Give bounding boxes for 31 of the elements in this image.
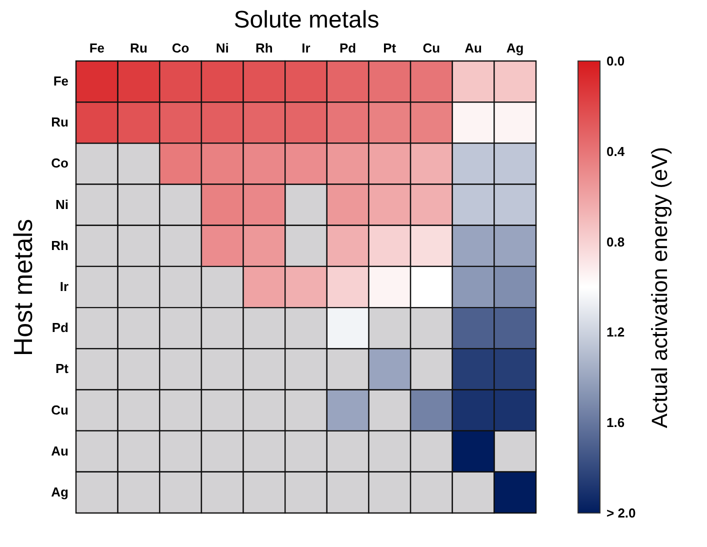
color-bar-label: 0.8 (606, 234, 625, 250)
y-tick-label: Rh (51, 238, 69, 253)
y-tick-label: Pd (52, 320, 69, 336)
y-axis-title: Host metals (8, 218, 38, 356)
x-tick-label: Ag (506, 40, 524, 56)
color-bar-label: 1.2 (606, 324, 625, 340)
color-bar-label: 1.6 (606, 415, 625, 430)
y-tick-label: Pt (56, 361, 70, 376)
x-tick-label: Cu (422, 40, 440, 56)
y-tick-label: Au (51, 443, 69, 458)
y-tick-label: Ir (60, 279, 68, 294)
y-tick-label: Fe (53, 74, 68, 89)
x-tick-label: Ir (302, 40, 310, 56)
x-tick-label: Co (172, 40, 190, 56)
y-tick-label: Co (51, 156, 69, 171)
x-tick-label: Pt (383, 40, 397, 56)
x-tick-label: Pd (340, 40, 356, 56)
y-tick-label: Ni (56, 196, 68, 212)
y-tick-label: Ru (51, 114, 69, 130)
x-tick-label: Au (464, 40, 482, 56)
color-bar-label: > 2.0 (606, 506, 636, 520)
x-tick-label: Ni (216, 40, 229, 56)
y-tick-label: Cu (51, 402, 69, 418)
color-bar-label: 0.0 (606, 54, 625, 68)
color-bar-label: 0.4 (606, 144, 626, 159)
x-tick-label: Ru (130, 40, 148, 56)
y-tick-label: Ag (51, 484, 69, 500)
x-axis-title: Solute metals (234, 6, 380, 34)
x-tick-label: Rh (256, 40, 273, 56)
x-tick-label: Fe (89, 40, 104, 56)
color-bar-title: Actual activation energy (eV) (646, 146, 672, 428)
